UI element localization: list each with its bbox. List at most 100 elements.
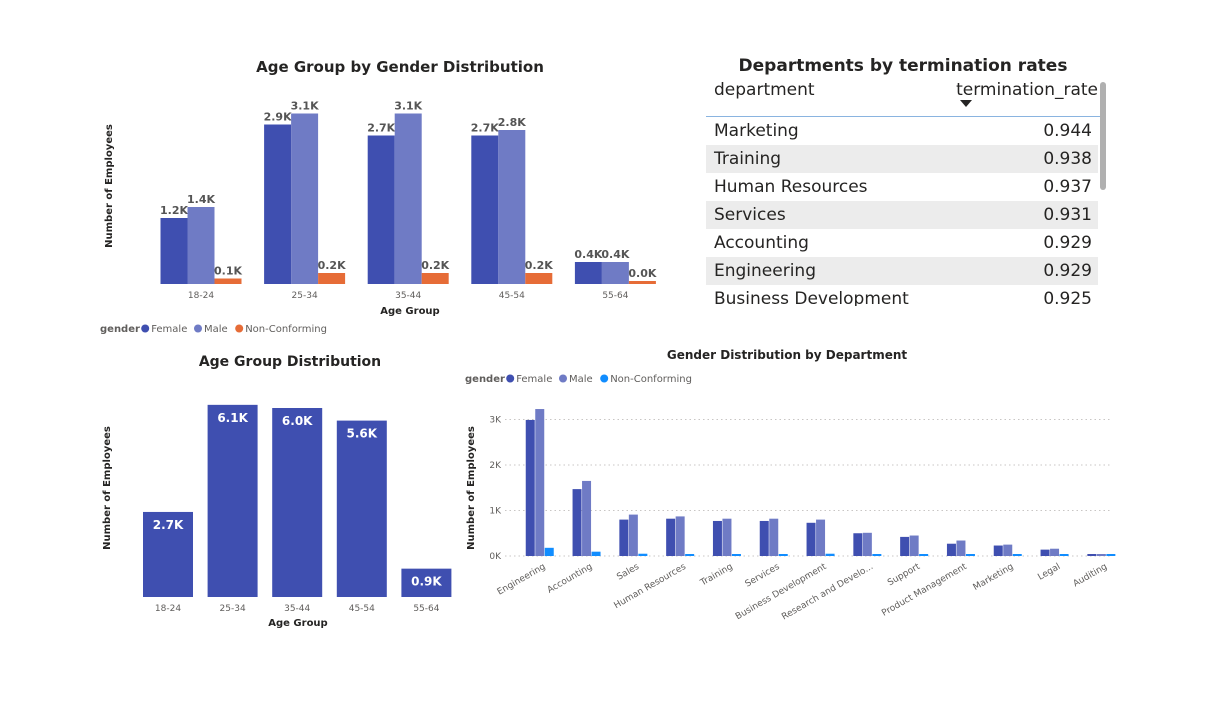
- x-tick-label: 35-44: [395, 291, 421, 301]
- bar-female: [1087, 554, 1097, 556]
- bar-male: [601, 262, 629, 284]
- x-tick-label: 35-44: [284, 604, 310, 614]
- y-tick-label: 3K: [489, 416, 502, 426]
- x-tick-label: Training: [698, 562, 735, 589]
- data-label: 0.4K: [574, 248, 602, 261]
- bar-non-conforming: [544, 547, 554, 556]
- bar-non-conforming: [685, 554, 695, 556]
- bar-count: [207, 404, 258, 597]
- bar-non-conforming: [778, 554, 788, 556]
- bar-male: [722, 518, 732, 556]
- bar-male: [628, 514, 638, 556]
- data-label: 3.1K: [291, 100, 319, 113]
- table-row[interactable]: Business Development 0.925: [706, 285, 1098, 306]
- table-title: Departments by termination rates: [738, 56, 1068, 76]
- data-label: 0.2K: [421, 259, 449, 272]
- data-label: 1.4K: [187, 193, 215, 206]
- x-tick-label: Research and Develo...: [780, 562, 875, 623]
- data-label: 6.1K: [217, 411, 248, 425]
- department-cell: Accounting: [714, 233, 809, 253]
- chart-title: Age Group by Gender Distribution: [256, 58, 544, 76]
- termination-rate-table: Departments by termination rates departm…: [706, 56, 1106, 306]
- termination-rate-cell: 0.929: [1043, 261, 1092, 281]
- termination-rate-cell: 0.931: [1043, 205, 1092, 225]
- chart-title: Gender Distribution by Department: [667, 348, 908, 362]
- bar-male: [1096, 554, 1106, 556]
- data-label: 2.9K: [264, 111, 292, 124]
- data-label: 6.0K: [282, 414, 313, 428]
- x-tick-label: Sales: [615, 562, 641, 583]
- legend-marker: [506, 374, 515, 383]
- column-header-termination-rate[interactable]: termination_rate: [956, 80, 1098, 116]
- column-header-department[interactable]: department: [714, 80, 815, 100]
- data-label: 2.8K: [498, 116, 526, 129]
- bar-non-conforming: [731, 554, 741, 556]
- bar-male: [956, 540, 966, 556]
- bar-non-conforming: [214, 278, 242, 284]
- x-tick-label: 55-64: [602, 291, 628, 301]
- data-label: 2.7K: [471, 122, 499, 135]
- termination-rate-cell: 0.925: [1043, 289, 1092, 306]
- bar-male: [187, 207, 215, 284]
- x-tick-label: Marketing: [972, 562, 1016, 593]
- bar-female: [946, 543, 956, 556]
- data-label: 0.2K: [525, 259, 553, 272]
- bar-non-conforming: [872, 554, 882, 556]
- x-tick-label: Accounting: [546, 562, 595, 596]
- data-label: 5.6K: [347, 427, 378, 441]
- table-scrollbar[interactable]: [1100, 82, 1106, 190]
- table-row[interactable]: Training 0.938: [706, 145, 1098, 173]
- x-tick-label: 55-64: [413, 604, 439, 614]
- bar-female: [574, 262, 602, 284]
- table-row[interactable]: Marketing 0.944: [706, 117, 1098, 145]
- bar-male: [394, 113, 422, 284]
- termination-rate-cell: 0.929: [1043, 233, 1092, 253]
- legend-marker: [235, 324, 244, 333]
- y-tick-label: 1K: [489, 507, 502, 517]
- bar-female: [759, 520, 769, 556]
- department-cell: Services: [714, 205, 786, 225]
- legend-item: Male: [569, 374, 593, 385]
- table-header: department termination_rate: [706, 76, 1106, 117]
- bar-male: [816, 519, 826, 556]
- bar-non-conforming: [825, 553, 835, 556]
- bar-non-conforming: [965, 554, 975, 556]
- bar-female: [806, 522, 816, 556]
- bar-non-conforming: [318, 273, 346, 284]
- x-tick-label: 25-34: [220, 604, 246, 614]
- bar-male: [909, 535, 919, 556]
- bar-male: [291, 113, 319, 284]
- y-axis-title: Number of Employees: [466, 426, 477, 550]
- legend-item: Female: [516, 374, 552, 385]
- bar-count: [143, 511, 193, 597]
- table-row[interactable]: Human Resources 0.937: [706, 173, 1098, 201]
- table-row[interactable]: Accounting 0.929: [706, 229, 1098, 257]
- department-cell: Human Resources: [714, 177, 868, 197]
- termination-rate-cell: 0.938: [1043, 149, 1092, 169]
- bar-non-conforming: [1059, 554, 1069, 556]
- column-header-label: termination_rate: [956, 80, 1098, 100]
- termination-rate-cell: 0.937: [1043, 177, 1092, 197]
- x-tick-label: Product Management: [880, 562, 969, 619]
- legend-item: Male: [204, 324, 228, 335]
- bar-male: [582, 480, 592, 556]
- bar-non-conforming: [591, 551, 601, 556]
- table-row[interactable]: Engineering 0.929: [706, 257, 1098, 285]
- bar-male: [498, 130, 526, 284]
- y-tick-label: 0K: [489, 552, 502, 562]
- x-axis-title: Age Group: [380, 306, 439, 317]
- legend-title: gender: [465, 374, 505, 385]
- bar-male: [862, 532, 872, 556]
- bar-male: [1050, 548, 1060, 556]
- legend-marker: [600, 374, 609, 383]
- bar-non-conforming: [421, 273, 449, 284]
- table-row[interactable]: Services 0.931: [706, 201, 1098, 229]
- x-tick-label: 18-24: [155, 604, 181, 614]
- x-tick-label: Legal: [1036, 562, 1062, 583]
- data-label: 2.7K: [153, 518, 184, 532]
- bar-female: [264, 124, 292, 284]
- bar-female: [1040, 549, 1050, 556]
- bar-non-conforming: [628, 281, 656, 284]
- data-label: 2.7K: [367, 122, 395, 135]
